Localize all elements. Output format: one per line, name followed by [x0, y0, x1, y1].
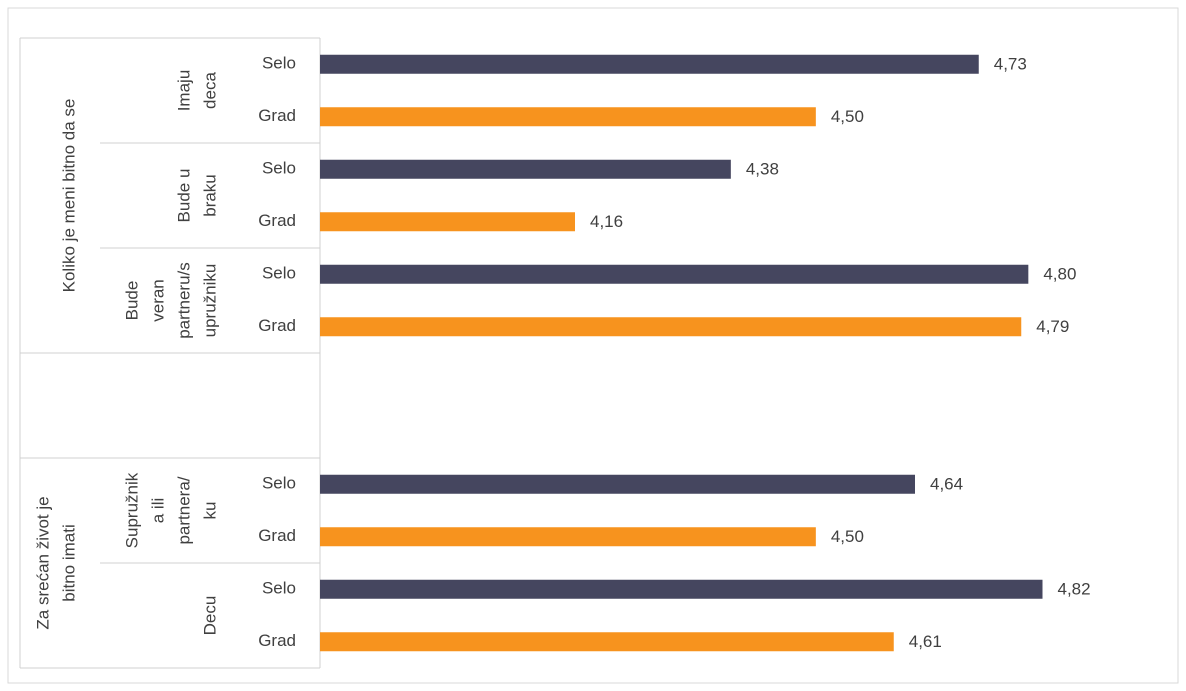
- value-label: 4,38: [746, 160, 779, 179]
- subgroup-label: veran: [148, 279, 167, 322]
- bar: [320, 474, 915, 494]
- bar: [320, 107, 816, 127]
- value-label: 4,80: [1043, 265, 1076, 284]
- subgroup-label: Decu: [200, 596, 219, 636]
- value-label: 4,64: [930, 475, 963, 494]
- category-label: Selo: [262, 54, 296, 73]
- subgroup-label: Bude u: [174, 169, 193, 223]
- bar: [320, 527, 816, 547]
- bar: [320, 264, 1029, 284]
- category-label: Selo: [262, 579, 296, 598]
- subgroup-label: upružniku: [200, 264, 219, 338]
- subgroup-label: Bude: [122, 281, 141, 321]
- subgroup-label: Imaju: [174, 70, 193, 112]
- value-label: 4,73: [994, 55, 1027, 74]
- bar: [320, 579, 1043, 599]
- value-label: 4,79: [1036, 317, 1069, 336]
- category-label: Grad: [258, 631, 296, 650]
- subgroup-label: partnera/: [174, 476, 193, 544]
- category-label: Grad: [258, 526, 296, 545]
- category-label: Grad: [258, 211, 296, 230]
- value-label: 4,61: [909, 632, 942, 651]
- subgroup-label: ku: [200, 502, 219, 520]
- group-label: Koliko je meni bitno da se: [59, 99, 78, 293]
- value-label: 4,82: [1058, 580, 1091, 599]
- subgroup-label: deca: [200, 72, 219, 109]
- category-label: Grad: [258, 106, 296, 125]
- group-label: Za srećan život je: [33, 496, 52, 629]
- bar: [320, 317, 1022, 337]
- value-label: 4,16: [590, 212, 623, 231]
- category-label: Selo: [262, 264, 296, 283]
- bar: [320, 212, 575, 232]
- value-label: 4,50: [831, 527, 864, 546]
- subgroup-label: a ili: [148, 498, 167, 524]
- subgroup-label: partneru/s: [174, 262, 193, 339]
- category-label: Selo: [262, 474, 296, 493]
- bar: [320, 632, 894, 652]
- subgroup-label: Supružnik: [122, 472, 141, 548]
- bar: [320, 54, 979, 74]
- subgroup-label: braku: [200, 174, 219, 217]
- category-label: Grad: [258, 316, 296, 335]
- value-label: 4,50: [831, 107, 864, 126]
- category-label: Selo: [262, 159, 296, 178]
- bar: [320, 159, 731, 179]
- group-label: bitno imati: [59, 524, 78, 601]
